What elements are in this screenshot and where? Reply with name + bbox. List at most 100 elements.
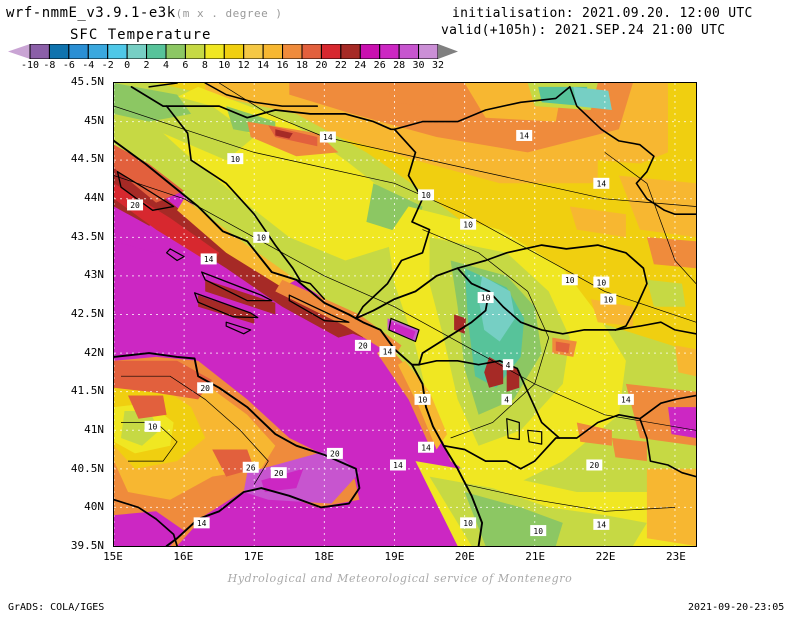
contour-label-box: [477, 292, 494, 304]
contour-label-text: 20: [130, 201, 140, 210]
contour-label-box: [561, 274, 578, 286]
colorbar-swatch: [204, 44, 225, 59]
contour-label-box: [242, 461, 259, 473]
colorbar-tick-label: 10: [218, 60, 231, 71]
colorbar-tick-label: -8: [43, 60, 56, 71]
contour-label-text: 20: [274, 469, 284, 478]
contour-label-text: 14: [204, 255, 214, 264]
colorbar-swatch: [418, 44, 439, 59]
contour-label-text: 14: [621, 396, 631, 405]
colorbar-over-arrow: [438, 44, 458, 59]
contour-label-box: [600, 293, 617, 305]
contour-label-text: 14: [421, 443, 431, 452]
contour-line: [464, 483, 676, 512]
border-hungary: [204, 83, 319, 107]
model-title: wrf-nmmE_v3.9.1-e3k(m x . degree ): [6, 5, 283, 21]
colorbar-swatch: [107, 44, 128, 59]
lake-ohrid: [506, 418, 520, 441]
sofia-cool: [646, 279, 686, 307]
colorbar-tick-labels: -10 -8 -6 -4 -2 0 2 4 6 8 10 12 14 16 18 20 22 24 26 28 30 32: [0, 60, 470, 74]
colorbar-tick-label: 18: [295, 60, 309, 71]
contour-label-box: [270, 467, 287, 479]
contour-label-text: 10: [533, 527, 543, 536]
vojvodina-warm: [387, 83, 437, 107]
contour-label-text: 10: [418, 396, 428, 405]
coastline-adriatic-east: [114, 139, 484, 546]
border-albania-north: [418, 359, 501, 366]
border-albania-greece: [442, 437, 561, 470]
border-bosnia-east: [355, 128, 431, 320]
colorbar-tick-label: 4: [162, 60, 170, 71]
coast-warm: [114, 144, 185, 203]
coastlines-and-borders: [114, 83, 696, 546]
contour-label-box: [460, 218, 477, 230]
colorbar-swatch: [340, 44, 361, 59]
y-axis-tick-label: 45.5N: [70, 75, 104, 88]
y-axis-tick-label: 43.5N: [70, 229, 104, 243]
contour-label-box: [593, 177, 610, 189]
temperature-field: [114, 83, 696, 546]
x-axis-labels: 15E 16E 17E 18E 19E 20E 21E 22E 23E: [0, 0, 800, 563]
colorbar-swatch: [359, 44, 381, 59]
map-canvas: 14 14 14 10 10 10 10 20 14 10 10 10 20 14 4 4 10 14 10 20 10…: [114, 83, 696, 546]
colorbar-tick-label: -2: [101, 60, 114, 71]
colorbar-title: SFC Temperature: [70, 27, 212, 43]
island-hvar: [201, 271, 273, 302]
x-axis-tick-label: 15E: [103, 550, 123, 563]
contour-label-text: 26: [246, 463, 256, 472]
contour-label-text: 14: [519, 132, 529, 141]
border-macedonia-south: [498, 359, 676, 439]
border-serbia-east: [456, 244, 648, 331]
colorbar-swatch: [68, 44, 89, 59]
contour-label-box: [326, 447, 343, 459]
contour-label-text: 14: [323, 133, 333, 142]
gargano-warm: [114, 360, 213, 400]
contour-label-box: [414, 393, 431, 405]
agency-credit: Hydrological and Meteorological service …: [227, 572, 573, 585]
belgrade-warm: [478, 144, 535, 176]
colorbar-swatch: [223, 44, 245, 59]
y-axis-tick-label: 43N: [84, 268, 104, 282]
contour-line: [114, 175, 696, 431]
contour-label-box: [197, 382, 214, 394]
colorbar-swatch: [320, 44, 342, 59]
contour-label-text: 10: [604, 295, 614, 304]
colorbar-tick-label: 20: [315, 60, 328, 71]
model-units-text: (m x . degree ): [175, 7, 283, 20]
coastline-aegean: [639, 417, 696, 478]
contour-label-box: [389, 459, 406, 471]
contour-label-box: [144, 420, 161, 432]
contour-line: [114, 105, 696, 323]
colorbar-tick-label: -6: [62, 60, 75, 71]
contour-label-text: 20: [590, 461, 600, 470]
skopje-core: [555, 341, 570, 354]
y-axis-tick-label: 39.5N: [70, 539, 104, 552]
x-axis-tick-label: 17E: [243, 550, 264, 563]
model-title-text: wrf-nmmE_v3.9.1-e3k: [6, 5, 176, 21]
contour-label-text: 14: [197, 519, 207, 528]
contour-label-box: [319, 131, 336, 143]
y-axis-tick-label: 42.5N: [70, 307, 104, 320]
x-axis-tick-label: 21E: [525, 550, 546, 563]
vranje-warm: [590, 299, 633, 327]
coastline-italy-tyrrhenian: [114, 498, 178, 546]
valid-time: valid(+105h): 2021.SEP.24 21:00 UTC: [441, 23, 726, 38]
contour-label-text: 10: [148, 423, 158, 432]
x-axis-tick-label: 22E: [595, 550, 616, 563]
colorbar-tick-label: -10: [20, 60, 40, 71]
nis-warm: [569, 206, 626, 238]
contour-label-box: [460, 517, 477, 529]
contour-label-box: [379, 346, 396, 358]
colorbar-swatch: [48, 44, 70, 59]
border-serbia-north: [393, 86, 571, 131]
colorbar-swatch: [301, 44, 322, 59]
colorbar-swatch: [87, 44, 109, 59]
y-axis-tick-label: 42N: [84, 345, 104, 359]
y-axis-tick-label: 40N: [84, 500, 104, 514]
contour-line: [422, 229, 550, 439]
colorbar-swatch: [282, 44, 303, 59]
contour-label-text: 10: [597, 278, 607, 287]
albania-plain: [398, 360, 448, 450]
contour-label-box: [586, 459, 603, 471]
border-croatia-north: [130, 86, 396, 131]
